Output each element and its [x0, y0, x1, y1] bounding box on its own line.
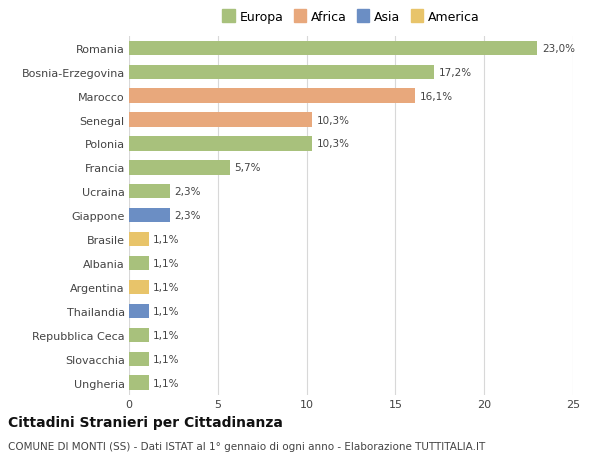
Text: 2,3%: 2,3%	[174, 211, 201, 221]
Text: 1,1%: 1,1%	[153, 258, 179, 269]
Text: 23,0%: 23,0%	[542, 44, 575, 54]
Bar	[129, 352, 149, 366]
Bar	[129, 65, 434, 80]
Legend: Europa, Africa, Asia, America: Europa, Africa, Asia, America	[220, 9, 482, 27]
Text: 17,2%: 17,2%	[439, 67, 472, 78]
Text: 16,1%: 16,1%	[419, 91, 452, 101]
Bar	[129, 328, 149, 342]
Bar	[129, 208, 170, 223]
Text: 1,1%: 1,1%	[153, 282, 179, 292]
Text: 1,1%: 1,1%	[153, 378, 179, 388]
Text: 1,1%: 1,1%	[153, 330, 179, 340]
Text: 2,3%: 2,3%	[174, 187, 201, 197]
Text: 10,3%: 10,3%	[316, 139, 349, 149]
Bar	[129, 41, 538, 56]
Bar	[129, 304, 149, 319]
Bar	[129, 89, 415, 104]
Bar	[129, 256, 149, 271]
Bar	[129, 280, 149, 295]
Bar	[129, 185, 170, 199]
Bar	[129, 113, 312, 128]
Text: Cittadini Stranieri per Cittadinanza: Cittadini Stranieri per Cittadinanza	[8, 415, 283, 429]
Text: COMUNE DI MONTI (SS) - Dati ISTAT al 1° gennaio di ogni anno - Elaborazione TUTT: COMUNE DI MONTI (SS) - Dati ISTAT al 1° …	[8, 441, 485, 451]
Text: 1,1%: 1,1%	[153, 354, 179, 364]
Text: 5,7%: 5,7%	[235, 163, 261, 173]
Bar	[129, 137, 312, 151]
Text: 1,1%: 1,1%	[153, 235, 179, 245]
Bar	[129, 161, 230, 175]
Bar	[129, 375, 149, 390]
Bar	[129, 232, 149, 247]
Text: 1,1%: 1,1%	[153, 306, 179, 316]
Text: 10,3%: 10,3%	[316, 115, 349, 125]
